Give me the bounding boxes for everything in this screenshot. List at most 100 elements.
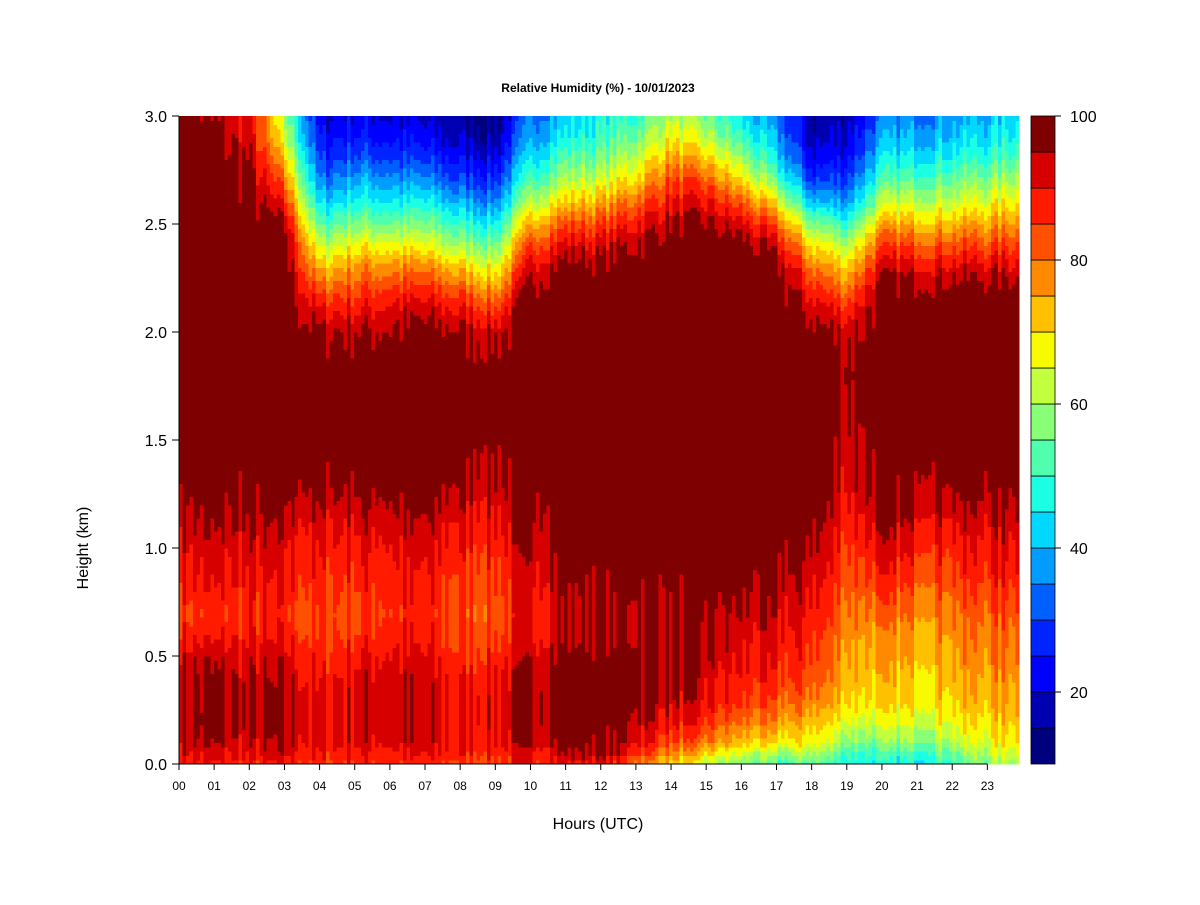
heatmap-cell (249, 423, 253, 428)
heatmap-cell (179, 138, 183, 143)
heatmap-cell (235, 704, 239, 709)
heatmap-cell (214, 479, 218, 484)
heatmap-cell (197, 634, 201, 639)
heatmap-cell (242, 138, 246, 143)
heatmap-cell (242, 397, 246, 402)
heatmap-cell (197, 734, 201, 739)
heatmap-cell (291, 371, 295, 376)
heatmap-cell (190, 712, 194, 717)
heatmap-cell (225, 263, 229, 268)
heatmap-cell (246, 293, 250, 298)
heatmap-cell (214, 544, 218, 549)
heatmap-cell (204, 172, 208, 177)
heatmap-cell (193, 686, 197, 691)
heatmap-cell (267, 565, 271, 570)
heatmap-cell (256, 215, 260, 220)
heatmap-cell (260, 734, 264, 739)
heatmap-cell (179, 315, 183, 320)
heatmap-cell (267, 120, 271, 125)
heatmap-cell (291, 475, 295, 480)
heatmap-cell (277, 401, 281, 406)
heatmap-cell (246, 181, 250, 186)
heatmap-cell (239, 483, 243, 488)
heatmap-cell (225, 652, 229, 657)
heatmap-cell (270, 418, 274, 423)
heatmap-cell (218, 716, 222, 721)
heatmap-cell (190, 608, 194, 613)
heatmap-cell (228, 738, 232, 743)
heatmap-cell (207, 315, 211, 320)
heatmap-cell (288, 755, 292, 760)
heatmap-cell (246, 246, 250, 251)
heatmap-cell (197, 492, 201, 497)
heatmap-cell (197, 384, 201, 389)
heatmap-cell (281, 678, 285, 683)
heatmap-cell (204, 397, 208, 402)
heatmap-cell (221, 362, 225, 367)
heatmap-cell (225, 155, 229, 160)
heatmap-cell (239, 704, 243, 709)
heatmap-cell (200, 431, 204, 436)
heatmap-cell (235, 367, 239, 372)
heatmap-cell (263, 621, 267, 626)
heatmap-cell (256, 630, 260, 635)
heatmap-cell (232, 617, 236, 622)
heatmap-cell (270, 207, 274, 212)
heatmap-cell (295, 617, 299, 622)
heatmap-cell (246, 414, 250, 419)
heatmap-cell (186, 608, 190, 613)
heatmap-cell (242, 565, 246, 570)
heatmap-cell (221, 708, 225, 713)
heatmap-cell (260, 704, 264, 709)
heatmap-cell (239, 306, 243, 311)
heatmap-cell (284, 302, 288, 307)
heatmap-cell (249, 704, 253, 709)
heatmap-cell (281, 548, 285, 553)
heatmap-cell (274, 164, 278, 169)
heatmap-cell (214, 440, 218, 445)
heatmap-cell (256, 639, 260, 644)
heatmap-cell (193, 574, 197, 579)
heatmap-cell (249, 695, 253, 700)
heatmap-cell (288, 539, 292, 544)
heatmap-cell (193, 125, 197, 130)
heatmap-cell (190, 276, 194, 281)
heatmap-cell (256, 600, 260, 605)
heatmap-cell (211, 686, 215, 691)
heatmap-cell (232, 578, 236, 583)
heatmap-cell (197, 297, 201, 302)
heatmap-cell (186, 293, 190, 298)
heatmap-cell (186, 682, 190, 687)
heatmap-cell (288, 371, 292, 376)
heatmap-cell (225, 362, 229, 367)
heatmap-cell (260, 380, 264, 385)
heatmap-cell (274, 388, 278, 393)
heatmap-cell (291, 500, 295, 505)
heatmap-cell (288, 449, 292, 454)
heatmap-cell (197, 539, 201, 544)
heatmap-cell (235, 341, 239, 346)
heatmap-cell (200, 604, 204, 609)
heatmap-cell (284, 652, 288, 657)
heatmap-cell (232, 297, 236, 302)
heatmap-cell (249, 496, 253, 501)
heatmap-cell (274, 254, 278, 259)
heatmap-cell (256, 172, 260, 177)
heatmap-cell (193, 293, 197, 298)
heatmap-cell (225, 578, 229, 583)
heatmap-cell (186, 712, 190, 717)
heatmap-cell (267, 172, 271, 177)
heatmap-cell (274, 189, 278, 194)
heatmap-cell (291, 587, 295, 592)
heatmap-cell (186, 349, 190, 354)
heatmap-cell (281, 328, 285, 333)
heatmap-cell (291, 505, 295, 510)
heatmap-cell (218, 405, 222, 410)
heatmap-cell (263, 198, 267, 203)
heatmap-cell (288, 155, 292, 160)
heatmap-cell (179, 755, 183, 760)
heatmap-cell (218, 280, 222, 285)
heatmap-cell (260, 513, 264, 518)
heatmap-cell (211, 604, 215, 609)
heatmap-cell (214, 151, 218, 156)
